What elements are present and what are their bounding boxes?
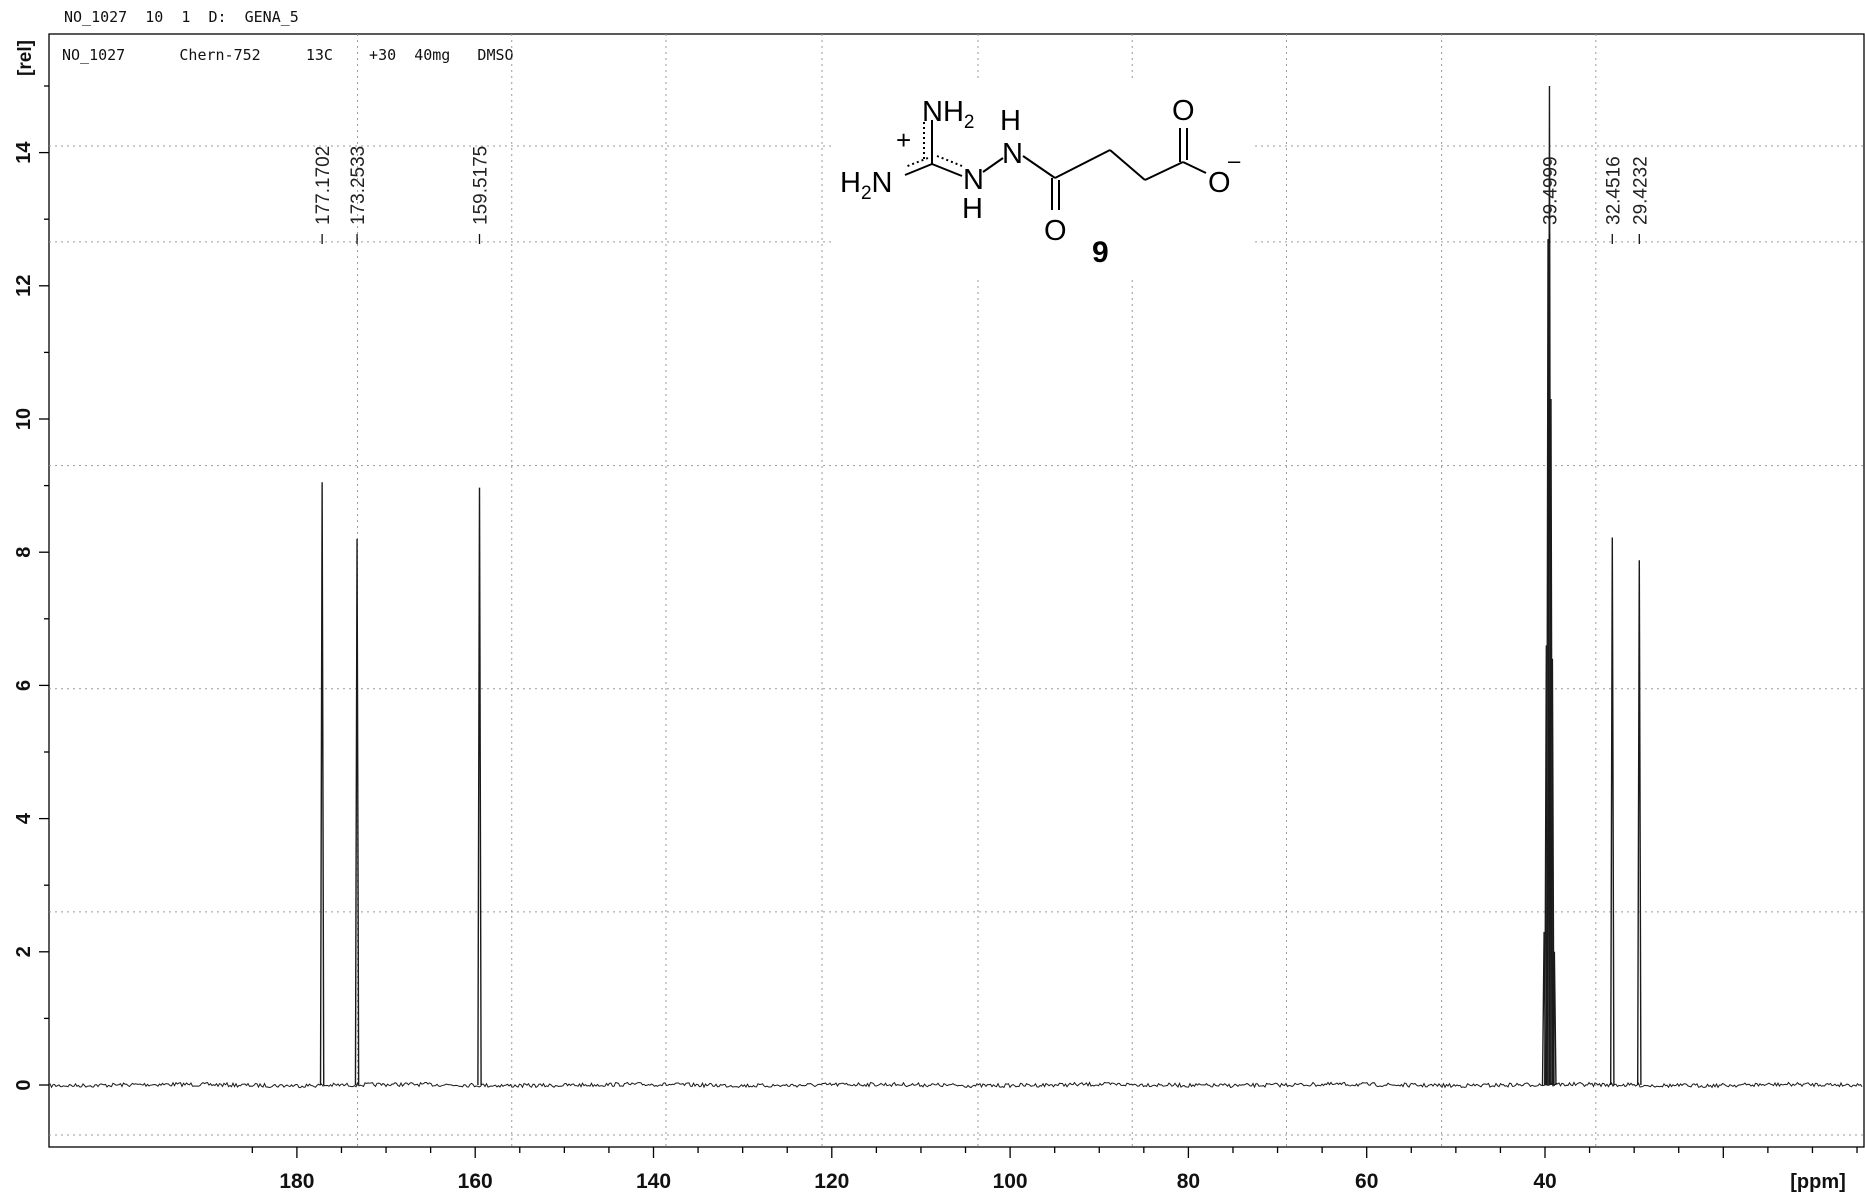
atom-nh-bottom-n: N xyxy=(963,164,984,196)
x-tick-label: 140 xyxy=(636,1170,671,1193)
y-axis-label: [rel] xyxy=(15,40,36,76)
plot-frame xyxy=(48,33,1865,1148)
x-tick-label: 160 xyxy=(458,1170,493,1193)
atom-amide-o: O xyxy=(1044,215,1067,247)
y-tick-label: 0 xyxy=(13,1079,35,1090)
solvent-multiplet-line xyxy=(1552,951,1557,1086)
peak-173.2533 xyxy=(354,538,360,1086)
compound-number: 9 xyxy=(1092,236,1109,269)
atom-nh-top-h: H xyxy=(1000,105,1021,137)
x-axis-label: [ppm] xyxy=(1790,1171,1846,1193)
y-tick-label: 4 xyxy=(13,812,35,824)
bond-n-carbonyl xyxy=(1022,155,1056,179)
solvent-multiplet-line xyxy=(1550,658,1555,1086)
peak-label-29.4232: 29.4232 xyxy=(1630,156,1651,244)
x-tick-label: 100 xyxy=(993,1170,1028,1193)
bond-c-h2n xyxy=(904,163,933,176)
peak-label-32.4516: 32.4516 xyxy=(1603,156,1624,244)
bond-chain-1 xyxy=(1054,149,1111,179)
peak-label-39.4999: 39.4999 xyxy=(1540,156,1561,244)
peak-label-text: 29.4232 xyxy=(1630,156,1651,225)
atom-nh-top-n: N xyxy=(1002,138,1023,170)
peak-label-text: 173.2533 xyxy=(348,146,369,225)
y-tick-label: 6 xyxy=(13,680,35,691)
bond-acid-o xyxy=(1182,161,1207,174)
y-axis: 0 2 4 6 8 10 12 14 xyxy=(13,85,49,1091)
solvent-multiplet-line xyxy=(1545,239,1551,1086)
peak-label-159.5175: 159.5175 xyxy=(471,146,492,244)
peak-label-text: 32.4516 xyxy=(1603,156,1624,225)
y-tick-label: 2 xyxy=(13,946,35,957)
peak-label-173.2533: 173.2533 xyxy=(348,146,369,244)
y-tick-label: 10 xyxy=(13,408,35,430)
header-inner-line: NO_1027 Chern-752 13C +30 40mg DMSO xyxy=(62,46,514,64)
peak-29.4232 xyxy=(1636,560,1642,1086)
x-tick-label: 180 xyxy=(279,1170,314,1193)
spectrum-trace-group xyxy=(49,85,1863,1089)
header-top-line: NO_1027 10 1 D: GENA_5 xyxy=(64,8,299,26)
y-tick-label: 8 xyxy=(13,547,35,558)
charge-minus: – xyxy=(1228,148,1241,173)
x-tick-label: 40 xyxy=(1533,1170,1556,1193)
atom-anion-o: O xyxy=(1208,167,1231,199)
peak-32.4516 xyxy=(1609,537,1615,1086)
bond-chain-3 xyxy=(1144,161,1184,181)
x-axis: 180 160 140 120 100 80 60 40 xyxy=(251,1147,1858,1193)
bond-chain-2 xyxy=(1109,149,1146,181)
peak-labels: 177.1702 173.2533 159.5175 39.4999 32.4516 29… xyxy=(313,146,1651,244)
peak-177.1702 xyxy=(319,482,325,1086)
charge-plus: + xyxy=(896,125,911,155)
bond-c-h2n-dotted xyxy=(904,157,929,168)
x-tick-label: 80 xyxy=(1177,1170,1200,1193)
atom-acid-o: O xyxy=(1172,95,1195,127)
atom-h2n-label: H2N xyxy=(840,167,892,204)
peak-label-text: 177.1702 xyxy=(313,146,334,225)
structure-background xyxy=(832,78,1252,278)
y-tick-label: 14 xyxy=(13,141,35,164)
bond-n-n xyxy=(982,157,1004,173)
peak-159.5175 xyxy=(477,487,482,1086)
x-tick-label: 60 xyxy=(1355,1170,1378,1193)
bond-c-n xyxy=(931,163,963,177)
chemical-structure: NH2 + H2N H N N H O O O – 9 xyxy=(832,78,1252,278)
atom-nh2-label: NH2 xyxy=(922,96,974,133)
x-tick-label: 120 xyxy=(814,1170,849,1193)
peak-label-text: 39.4999 xyxy=(1540,156,1561,225)
atom-nh-bottom-h: H xyxy=(962,193,983,225)
peak-label-text: 159.5175 xyxy=(471,146,492,225)
y-tick-label: 12 xyxy=(13,275,35,297)
peak-label-177.1702: 177.1702 xyxy=(313,146,334,244)
baseline-trace xyxy=(49,1081,1863,1089)
